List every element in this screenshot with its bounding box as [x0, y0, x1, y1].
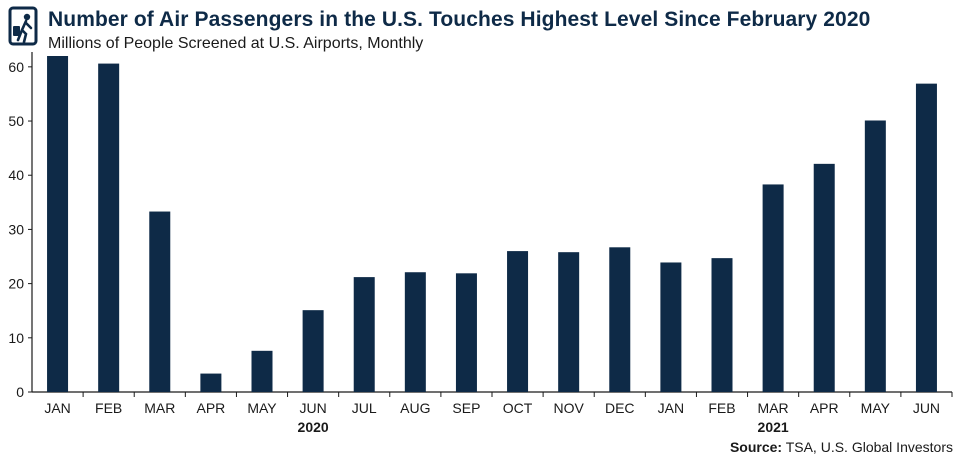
bar	[302, 310, 324, 392]
bar	[200, 373, 222, 392]
bar	[455, 273, 477, 392]
year-label: 2021	[758, 419, 789, 435]
bar	[915, 83, 937, 393]
source-text: TSA, U.S. Global Investors	[785, 439, 953, 455]
x-tick-label: SEP	[452, 400, 480, 416]
x-tick-label: JAN	[658, 400, 684, 416]
bar	[404, 272, 426, 392]
x-tick-label: APR	[196, 400, 225, 416]
bar	[507, 251, 529, 392]
x-tick-label: MAY	[861, 400, 891, 416]
y-tick-label: 50	[8, 113, 24, 129]
bar	[353, 277, 375, 392]
bar	[47, 56, 69, 392]
x-tick-label: DEC	[605, 400, 635, 416]
x-tick-label: OCT	[503, 400, 533, 416]
x-tick-label: FEB	[95, 400, 122, 416]
x-tick-label: APR	[810, 400, 839, 416]
bar	[813, 163, 835, 392]
bar	[660, 262, 682, 392]
bar	[558, 252, 580, 392]
bar	[864, 120, 886, 392]
traveler-with-luggage-icon	[8, 6, 38, 46]
y-tick-label: 0	[16, 384, 24, 400]
bar	[711, 258, 733, 392]
y-tick-label: 60	[8, 59, 24, 75]
source-note: Source: TSA, U.S. Global Investors	[730, 439, 953, 455]
x-tick-label: JAN	[44, 400, 70, 416]
x-tick-label: MAY	[247, 400, 277, 416]
x-tick-label: AUG	[400, 400, 430, 416]
y-tick-label: 40	[8, 167, 24, 183]
y-tick-label: 30	[8, 221, 24, 237]
y-tick-label: 20	[8, 276, 24, 292]
bar	[609, 247, 631, 392]
x-tick-label: JUN	[299, 400, 326, 416]
chart-header: Number of Air Passengers in the U.S. Tou…	[8, 4, 948, 56]
chart-subtitle: Millions of People Screened at U.S. Airp…	[48, 35, 424, 52]
x-tick-label: MAR	[144, 400, 175, 416]
x-tick-label: MAR	[758, 400, 789, 416]
source-label: Source:	[729, 439, 783, 455]
x-tick-label: FEB	[708, 400, 735, 416]
bar	[251, 350, 273, 392]
y-tick-label: 10	[8, 330, 24, 346]
x-tick-label: JUN	[913, 400, 940, 416]
chart-title: Number of Air Passengers in the U.S. Tou…	[48, 8, 871, 31]
bar	[149, 211, 171, 392]
bar	[762, 184, 784, 392]
x-tick-label: JUL	[352, 400, 377, 416]
bar	[98, 63, 120, 392]
x-tick-label: NOV	[553, 400, 584, 416]
year-label: 2020	[298, 419, 329, 435]
